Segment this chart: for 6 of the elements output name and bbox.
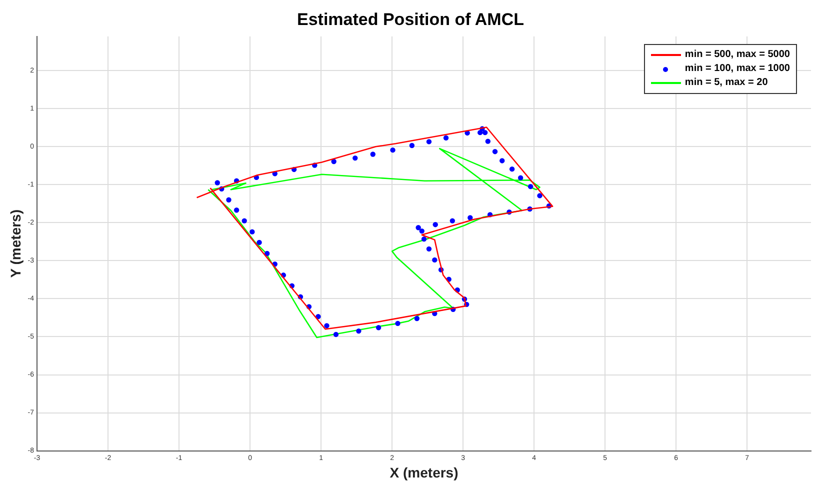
legend-label: min = 100, max = 1000 — [684, 62, 790, 76]
x-axis-title: X (meters) — [390, 464, 458, 480]
chart-title: Estimated Position of AMCL — [297, 10, 524, 29]
y-axis-title: Y (meters) — [7, 209, 24, 278]
legend-label: min = 5, max = 20 — [684, 76, 768, 90]
legend-label: min = 500, max = 5000 — [684, 48, 790, 62]
